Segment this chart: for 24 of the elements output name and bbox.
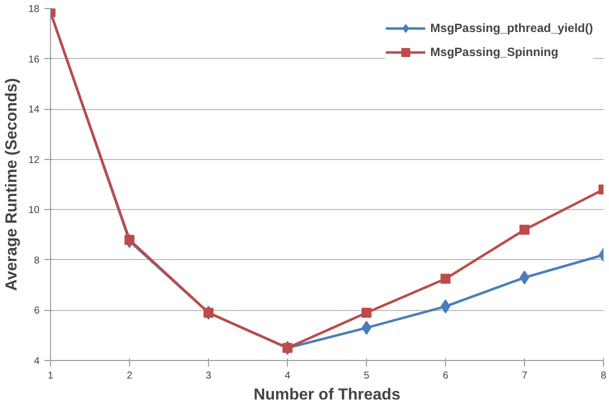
x-tick-label: 5 xyxy=(364,370,370,382)
x-tick-label: 6 xyxy=(442,370,449,382)
y-tick-label: 16 xyxy=(28,54,40,66)
x-tick-label: 2 xyxy=(126,370,133,382)
x-tick-label: 7 xyxy=(522,370,528,382)
point xyxy=(124,234,134,245)
y-tick-label: 10 xyxy=(28,205,40,216)
y-tick-label: 14 xyxy=(28,104,40,116)
y-tick-label: 18 xyxy=(28,4,40,15)
x-tick-label: 4 xyxy=(284,370,291,382)
y-axis-title: Average Runtime (Seconds) xyxy=(3,78,20,291)
x-tick-label: 3 xyxy=(206,370,212,382)
x-tick-label: 1 xyxy=(48,370,54,382)
x-tick-label: 8 xyxy=(600,370,607,382)
y-tick-label: 8 xyxy=(34,255,40,266)
point xyxy=(440,274,450,284)
x-axis-title: Number of Threads xyxy=(254,386,400,404)
y-tick-label: 12 xyxy=(28,154,40,166)
legend-label: MsgPassing_Spinning xyxy=(430,45,558,59)
y-tick-label: 6 xyxy=(34,306,40,317)
y-tick-label: 4 xyxy=(34,356,40,367)
legend-label: MsgPassing_pthread_yield() xyxy=(430,21,593,35)
point xyxy=(362,308,372,318)
point xyxy=(520,224,530,235)
